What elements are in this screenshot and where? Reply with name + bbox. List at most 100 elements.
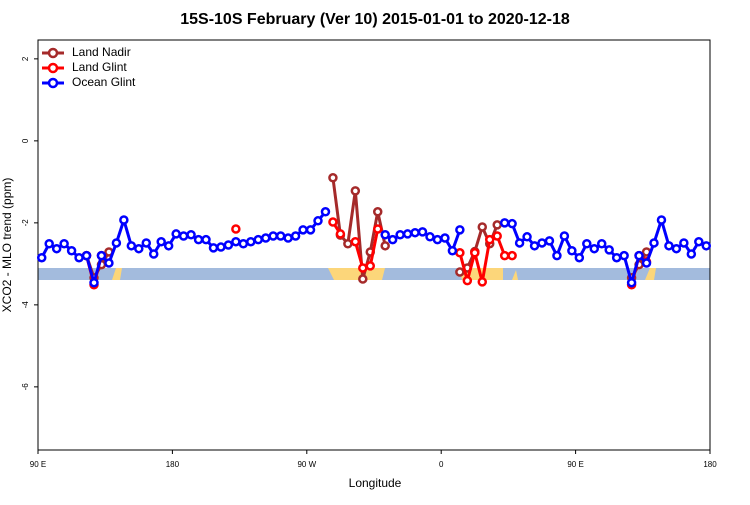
data-point — [268, 231, 278, 241]
data-point — [544, 236, 555, 246]
data-point — [372, 224, 383, 234]
data-point — [134, 243, 144, 254]
data-point — [387, 234, 398, 245]
x-axis-label: Longitude — [349, 476, 402, 490]
y-tick-label: -6 — [21, 383, 30, 391]
data-point — [298, 225, 308, 235]
land-mask — [38, 268, 710, 280]
legend-label: Land Glint — [72, 60, 127, 74]
data-point — [223, 240, 234, 250]
data-point — [305, 225, 316, 235]
data-point — [178, 231, 189, 241]
data-point — [522, 232, 532, 242]
data-point — [529, 241, 540, 251]
data-point — [141, 238, 152, 248]
data-point — [208, 243, 219, 253]
y-tick-label: -4 — [21, 301, 30, 309]
data-point — [216, 242, 226, 252]
data-point — [365, 261, 376, 271]
y-tick-label: 2 — [21, 56, 30, 61]
data-point — [36, 252, 47, 263]
data-point — [171, 229, 181, 239]
data-point — [499, 250, 510, 261]
legend-label: Land Nadir — [72, 45, 131, 59]
data-point — [656, 215, 667, 225]
data-point — [81, 250, 92, 261]
data-point — [567, 245, 577, 256]
data-point — [260, 233, 271, 243]
data-point — [66, 245, 77, 256]
data-point — [320, 207, 331, 217]
data-point — [104, 258, 114, 268]
data-point — [671, 243, 682, 254]
data-point — [507, 250, 517, 261]
data-point — [455, 225, 465, 235]
data-point — [290, 231, 301, 241]
data-point — [634, 250, 644, 261]
data-point — [350, 186, 361, 196]
data-point — [193, 234, 204, 245]
x-tick-label: 0 — [439, 460, 444, 469]
chart-title: 15S-10S February (Ver 10) 2015-01-01 to … — [180, 11, 570, 28]
data-point — [380, 241, 390, 251]
data-point — [619, 250, 629, 261]
data-point — [96, 250, 107, 261]
y-tick-label: 0 — [21, 138, 30, 143]
legend-marker — [47, 62, 59, 74]
data-point — [626, 277, 637, 288]
data-point — [694, 236, 704, 247]
data-point — [484, 234, 495, 245]
legend-label: Ocean Glint — [72, 75, 136, 89]
data-point — [231, 224, 241, 234]
data-point — [679, 238, 689, 248]
data-point — [499, 218, 510, 228]
data-point — [186, 230, 196, 240]
data-point — [559, 231, 570, 241]
data-point — [148, 249, 159, 259]
data-point — [477, 277, 488, 287]
data-point — [328, 217, 338, 227]
data-point — [238, 239, 249, 249]
data-point — [537, 238, 547, 248]
data-point — [74, 252, 84, 263]
data-point — [358, 274, 368, 284]
data-point — [470, 248, 480, 258]
x-tick-label: 180 — [166, 460, 180, 469]
data-point — [126, 241, 137, 251]
data-point — [313, 216, 323, 226]
data-point — [395, 230, 405, 240]
data-point — [59, 239, 69, 249]
x-tick-label: 90 E — [567, 460, 583, 469]
data-point — [455, 248, 465, 258]
data-point — [686, 249, 697, 259]
x-tick-label: 90 E — [30, 460, 46, 469]
data-point — [507, 218, 517, 229]
data-point — [455, 267, 465, 277]
data-point — [701, 241, 712, 251]
data-point — [425, 232, 435, 242]
data-point — [492, 220, 502, 230]
data-point — [611, 252, 622, 263]
data-point — [283, 233, 293, 243]
data-point — [649, 238, 659, 248]
y-tick-label: -2 — [21, 219, 30, 227]
data-point — [641, 258, 652, 268]
data-point — [589, 243, 600, 254]
data-point — [328, 173, 338, 183]
data-point — [477, 222, 488, 232]
data-point — [447, 245, 458, 256]
legend-marker — [47, 47, 59, 59]
x-tick-label: 180 — [703, 460, 717, 469]
data-point — [514, 238, 525, 248]
data-point — [432, 234, 443, 245]
data-point — [253, 234, 264, 245]
data-point — [380, 230, 390, 240]
data-point — [51, 243, 62, 254]
data-point — [111, 238, 122, 248]
data-point — [335, 229, 346, 239]
data-point — [574, 252, 585, 263]
data-point — [163, 241, 174, 251]
data-point — [343, 239, 353, 249]
data-point — [231, 236, 241, 247]
